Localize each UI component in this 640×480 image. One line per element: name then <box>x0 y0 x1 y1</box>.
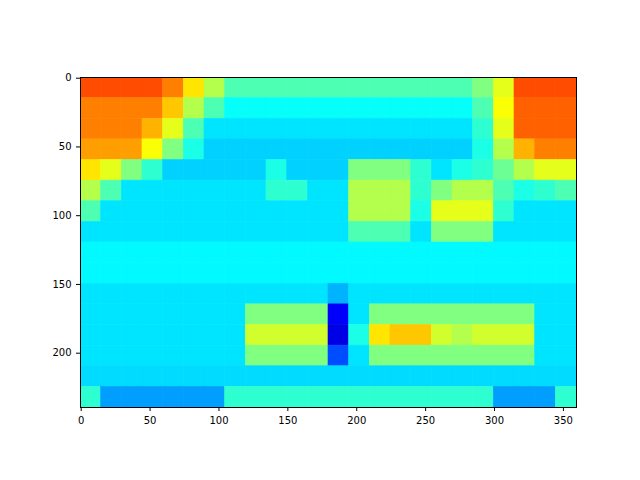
svg-text:100: 100 <box>209 415 228 426</box>
svg-text:50: 50 <box>59 141 72 152</box>
svg-text:100: 100 <box>52 210 71 221</box>
svg-text:0: 0 <box>65 72 71 83</box>
svg-text:150: 150 <box>278 415 297 426</box>
svg-text:200: 200 <box>347 415 366 426</box>
svg-text:50: 50 <box>144 415 157 426</box>
svg-text:150: 150 <box>52 279 71 290</box>
svg-text:300: 300 <box>485 415 504 426</box>
svg-text:350: 350 <box>554 415 573 426</box>
svg-text:250: 250 <box>416 415 435 426</box>
svg-text:0: 0 <box>78 415 84 426</box>
svg-text:200: 200 <box>52 347 71 358</box>
